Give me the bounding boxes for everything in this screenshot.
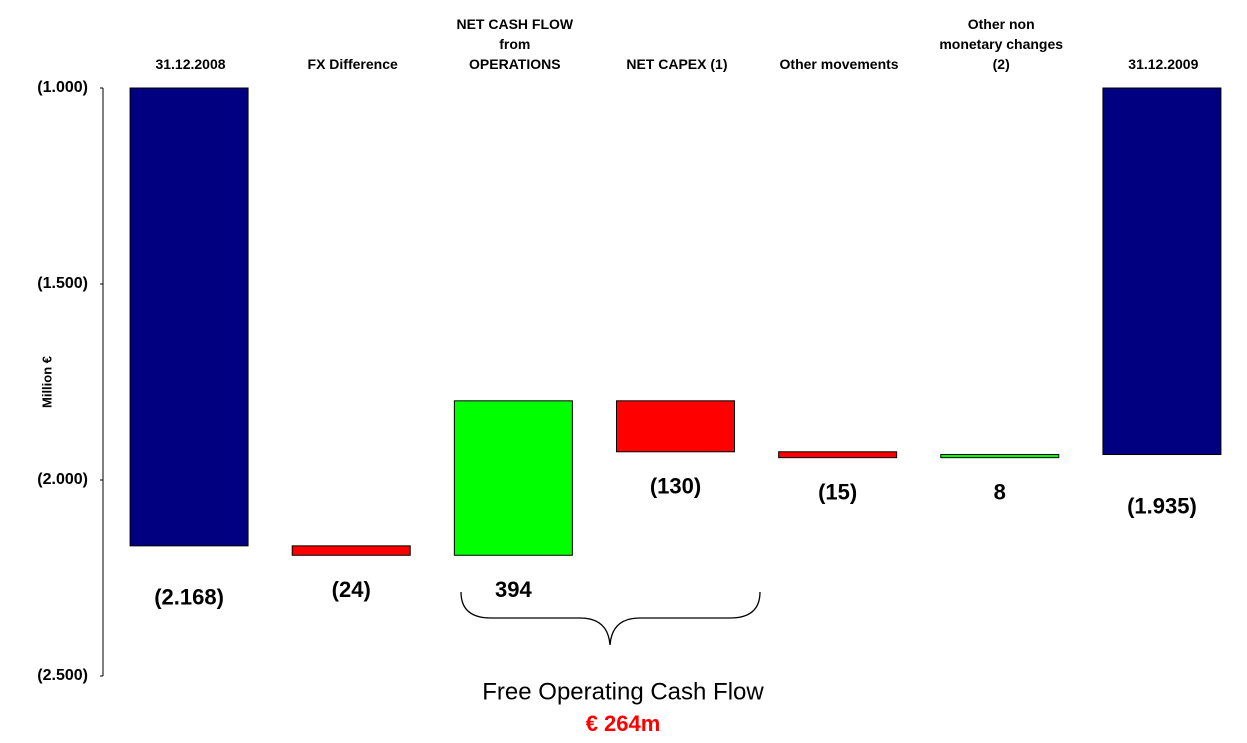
category-label: FX Difference — [307, 56, 398, 72]
y-tick-label: (1.000) — [37, 79, 88, 96]
annotation: Free Operating Cash Flow — [482, 678, 764, 705]
y-tick-label: (2.000) — [37, 471, 88, 488]
value-label: 8 — [994, 479, 1006, 504]
y-tick-label: (1.500) — [37, 275, 88, 292]
value-label: (1.935) — [1127, 493, 1197, 518]
value-label: (130) — [650, 474, 701, 499]
bar — [778, 451, 898, 459]
bar — [940, 454, 1060, 459]
category-label: 31.12.2009 — [1128, 56, 1199, 72]
category-label: Other non monetary changes (2) — [939, 16, 1064, 72]
category-label: Other movements — [779, 56, 899, 72]
bar — [129, 87, 249, 547]
category-label: 31.12.2008 — [155, 56, 226, 72]
y-tick-label: (2.500) — [37, 667, 88, 684]
value-label: (15) — [818, 479, 857, 504]
bar — [1102, 87, 1222, 456]
category-label: NET CAPEX (1) — [626, 56, 728, 72]
bar — [291, 545, 411, 556]
value-label: (2.168) — [154, 585, 224, 610]
category-label: NET CASH FLOW from OPERATIONS — [456, 16, 574, 72]
value-label: (24) — [332, 577, 371, 602]
brace — [460, 591, 761, 646]
annotation-value: € 264m — [586, 711, 661, 736]
value-label: 394 — [495, 577, 532, 602]
bar — [616, 400, 735, 453]
bar — [453, 400, 573, 556]
y-axis-title: Million € — [39, 356, 54, 408]
